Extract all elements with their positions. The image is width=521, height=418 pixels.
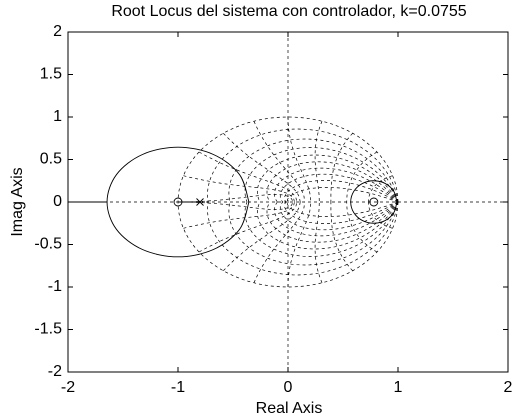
x-tick-label: 1 — [394, 379, 403, 396]
zero-marker — [369, 197, 379, 207]
y-tick-label: 1.5 — [40, 66, 62, 83]
y-tick-label: 2 — [53, 23, 62, 40]
zgrid-frequency — [177, 194, 294, 210]
zgrid-damping — [274, 167, 399, 237]
chart-title: Root Locus del sistema con controlador, … — [111, 3, 466, 20]
y-tick-label: -0.5 — [34, 236, 62, 253]
x-axis-label: Real Axis — [256, 400, 323, 417]
zgrid-damping — [244, 147, 399, 257]
x-tick-label: -2 — [61, 379, 75, 396]
zgrid-damping — [286, 187, 399, 217]
zgrid-frequency — [253, 121, 306, 283]
zgrid-damping — [284, 180, 399, 224]
zgrid-damping — [207, 128, 399, 276]
x-tick-label: 2 — [504, 379, 513, 396]
y-tick-label: 1 — [53, 108, 62, 125]
zgrid-frequency — [183, 175, 295, 229]
zgrid-damping — [257, 154, 399, 250]
zgrid-frequency — [223, 132, 301, 272]
x-tick-label: -1 — [171, 379, 185, 396]
y-tick-label: -2 — [48, 363, 62, 380]
y-tick-label: -1.5 — [34, 321, 62, 338]
pole-marker — [196, 198, 204, 206]
y-axis-label: Imag Axis — [9, 167, 26, 236]
locus-branch — [350, 180, 398, 224]
plot-area — [68, 32, 508, 372]
y-tick-label: -1 — [48, 278, 62, 295]
x-tick-label: 0 — [284, 379, 293, 396]
zgrid-frequency — [346, 151, 378, 253]
zgrid-frequency — [314, 121, 323, 283]
zgrid-frequency — [287, 116, 312, 288]
y-tick-label: 0 — [53, 193, 62, 210]
zgrid-frequency — [367, 175, 393, 229]
zero-marker — [173, 197, 183, 207]
zgrid-damping — [266, 161, 399, 243]
y-tick-label: 0.5 — [40, 151, 62, 168]
zgrid-frequency — [330, 132, 353, 272]
